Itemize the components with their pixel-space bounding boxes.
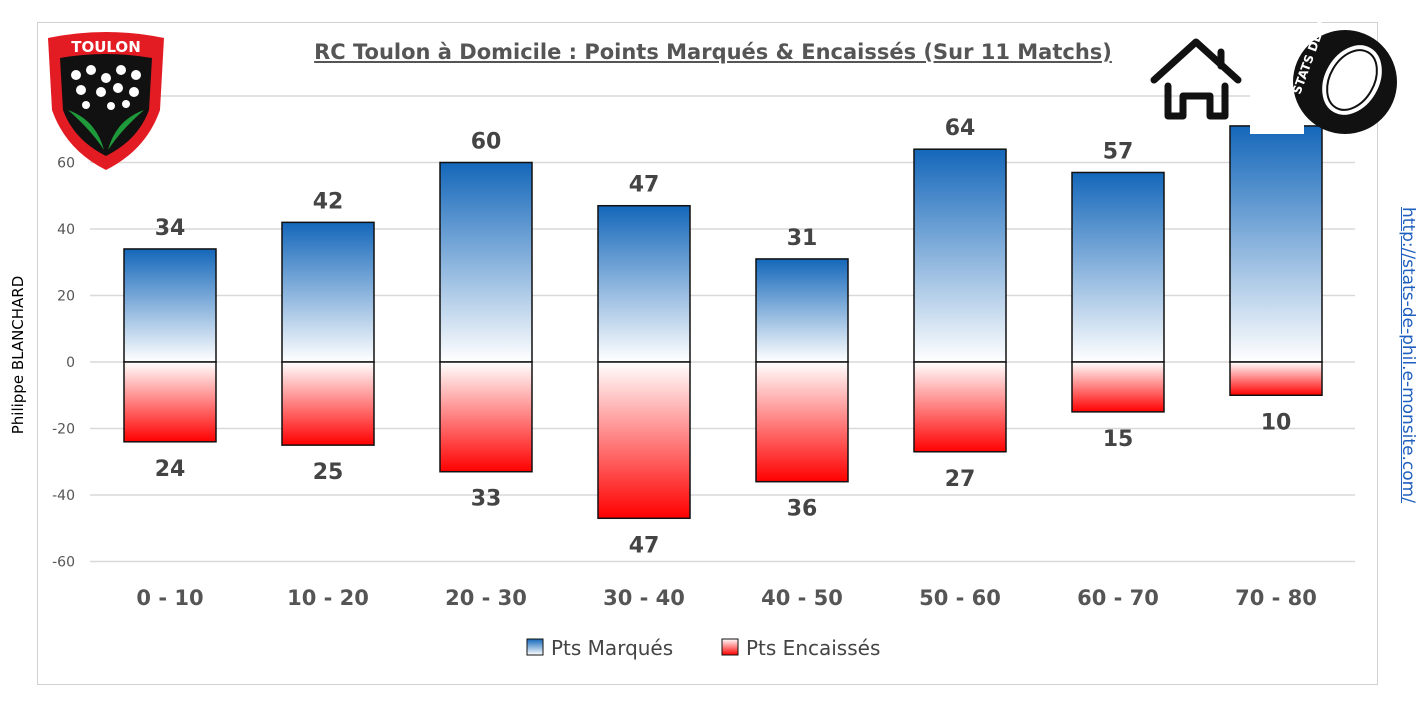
data-label-marques: 57 [1103, 139, 1134, 164]
y-tick-label: 60 [57, 156, 75, 172]
data-label-marques: 42 [313, 189, 344, 214]
toulon-logo: TOULON [48, 32, 164, 170]
bar-pts-encaisses [281, 361, 375, 446]
x-tick-label: 50 - 60 [919, 586, 1001, 610]
bar-pts-marques [1071, 171, 1165, 363]
x-tick-label: 10 - 20 [287, 586, 369, 610]
legend-label: Pts Marqués [551, 636, 673, 660]
bar-pts-encaisses [439, 361, 533, 473]
y-tick-label: 40 [57, 222, 75, 238]
data-label-encaisses: 47 [629, 533, 660, 558]
bar-pts-marques [597, 204, 691, 363]
bar-pts-marques [913, 148, 1007, 363]
y-tick-label: 20 [57, 289, 75, 305]
data-label-encaisses: 27 [945, 467, 976, 492]
data-label-encaisses: 36 [787, 497, 818, 522]
x-tick-label: 30 - 40 [603, 586, 685, 610]
bar-pts-encaisses [913, 361, 1007, 453]
x-tick-label: 40 - 50 [761, 586, 843, 610]
x-tick-label: 60 - 70 [1077, 586, 1159, 610]
bar-pts-encaisses [597, 361, 691, 520]
bar-pts-marques [439, 161, 533, 363]
data-label-marques: 31 [787, 226, 818, 251]
y-tick-label: -20 [52, 422, 75, 438]
chart-frame [37, 22, 1378, 685]
bar-pts-marques [123, 248, 217, 363]
bar-pts-encaisses [1229, 361, 1323, 396]
bar-pts-marques [1229, 125, 1323, 363]
x-tick-label: 0 - 10 [136, 586, 203, 610]
chart-title: RC Toulon à Domicile : Points Marqués & … [314, 40, 1112, 64]
bar-pts-encaisses [1071, 361, 1165, 413]
data-label-encaisses: 15 [1103, 427, 1134, 452]
y-tick-label: -60 [52, 555, 75, 571]
legend-swatch [526, 638, 544, 656]
data-label-encaisses: 24 [155, 457, 186, 482]
x-tick-label: 20 - 30 [445, 586, 527, 610]
legend-label: Pts Encaissés [746, 636, 880, 660]
y-tick-label: -40 [52, 488, 75, 504]
bar-pts-encaisses [123, 361, 217, 443]
y-tick-label: 0 [66, 355, 75, 371]
data-label-encaisses: 25 [313, 460, 344, 485]
data-label-marques: 60 [471, 130, 502, 155]
bar-pts-encaisses [755, 361, 849, 483]
bar-pts-marques [281, 221, 375, 363]
data-label-encaisses: 33 [471, 487, 502, 512]
home-icon [1150, 38, 1242, 120]
x-tick-label: 70 - 80 [1235, 586, 1317, 610]
data-label-marques: 47 [629, 173, 660, 198]
website-link[interactable]: http://stats-de-phil.e-monsite.com/ [1398, 207, 1418, 503]
data-label-marques: 64 [945, 116, 976, 141]
data-label-marques: 34 [155, 216, 186, 241]
stats-de-phil-logo: STATS DE PHIL [1250, 0, 1397, 134]
author-label: Philippe BLANCHARD [9, 275, 27, 435]
bar-pts-marques [755, 258, 849, 363]
svg-text:TOULON: TOULON [71, 38, 141, 56]
legend-swatch [721, 638, 739, 656]
data-label-encaisses: 10 [1261, 410, 1292, 435]
